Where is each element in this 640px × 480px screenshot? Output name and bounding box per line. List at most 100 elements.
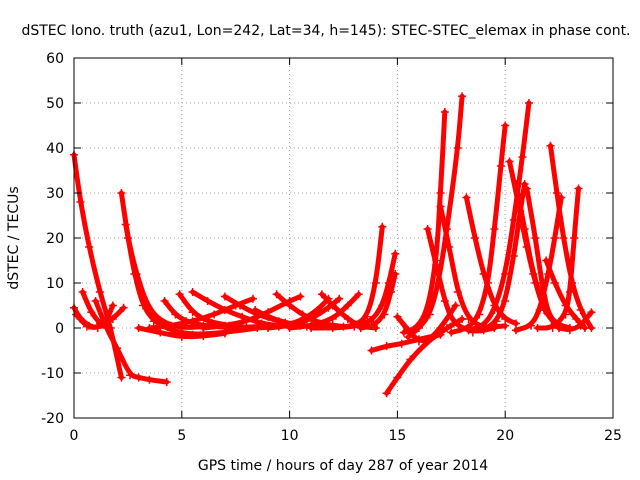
- data-point-marker: [145, 375, 154, 384]
- data-point-marker: [531, 234, 540, 242]
- data-point-marker: [72, 310, 81, 319]
- data-point-marker: [464, 326, 473, 335]
- data-point-marker: [492, 317, 501, 326]
- data-point-marker: [524, 99, 533, 107]
- data-point-marker: [436, 189, 445, 197]
- data-point-marker: [518, 153, 527, 161]
- data-point-marker: [572, 315, 581, 323]
- data-point-marker: [188, 308, 197, 317]
- data-point-marker: [188, 288, 197, 296]
- data-point-marker: [220, 329, 229, 338]
- series-arc: [384, 316, 465, 396]
- data-point-marker: [527, 321, 536, 330]
- data-point-marker: [285, 324, 294, 332]
- data-point-marker: [425, 310, 434, 319]
- data-point-marker: [423, 225, 432, 233]
- data-point-marker: [445, 243, 454, 251]
- data-point-marker: [555, 324, 564, 332]
- data-point-marker: [156, 328, 165, 337]
- series-arc-8: [134, 324, 229, 341]
- data-point-marker: [436, 324, 445, 332]
- data-point-marker: [242, 317, 251, 326]
- data-point-marker: [501, 121, 510, 130]
- data-point-marker: [236, 301, 245, 310]
- data-point-marker: [91, 297, 100, 305]
- series-arc: [448, 123, 508, 335]
- data-point-marker: [87, 308, 96, 317]
- data-point-marker: [511, 180, 520, 188]
- data-point-marker: [550, 279, 559, 287]
- y-tick-label: 10: [46, 276, 64, 292]
- data-point-marker: [546, 141, 555, 150]
- x-tick-label: 0: [70, 428, 79, 444]
- data-point-marker: [509, 216, 518, 224]
- data-point-marker: [576, 321, 585, 330]
- series-arc-19: [285, 290, 363, 332]
- series-arc-22: [328, 249, 400, 332]
- data-point-marker: [82, 322, 91, 331]
- data-point-marker: [520, 225, 529, 233]
- x-tick-labels: 0 5 10 15 20 25: [70, 428, 622, 444]
- series-arc-41: [533, 184, 583, 332]
- data-point-marker: [220, 321, 229, 330]
- data-point-marker: [272, 290, 281, 299]
- axis-ticks: [73, 57, 614, 419]
- data-point-marker: [328, 301, 337, 310]
- data-point-marker: [343, 301, 352, 310]
- data-point-marker: [108, 301, 117, 310]
- data-point-marker: [343, 315, 352, 323]
- data-point-marker: [317, 290, 326, 299]
- data-point-marker: [162, 378, 171, 386]
- data-point-marker: [369, 321, 378, 330]
- data-point-marker: [587, 308, 596, 317]
- series-arc: [481, 181, 528, 333]
- data-point-marker: [458, 92, 467, 101]
- series-arc-34: [479, 180, 529, 335]
- data-point-marker: [391, 249, 400, 258]
- data-point-marker: [520, 180, 529, 188]
- data-point-marker: [210, 310, 219, 319]
- data-point-marker: [576, 306, 585, 314]
- x-tick-label: 10: [281, 428, 299, 444]
- data-series: [70, 92, 596, 398]
- data-point-marker: [117, 189, 126, 197]
- data-point-marker: [138, 301, 147, 310]
- data-point-marker: [356, 324, 365, 332]
- data-point-marker: [102, 324, 111, 332]
- x-tick-label: 25: [604, 428, 622, 444]
- series-arc: [93, 298, 170, 385]
- data-point-marker: [574, 184, 583, 193]
- data-point-marker: [462, 193, 471, 202]
- data-point-marker: [371, 279, 380, 287]
- data-point-marker: [188, 317, 197, 326]
- data-point-marker: [511, 326, 520, 335]
- data-point-marker: [203, 297, 212, 305]
- data-point-marker: [328, 324, 337, 332]
- data-point-marker: [425, 335, 434, 344]
- data-point-marker: [501, 297, 510, 305]
- data-point-marker: [451, 301, 460, 310]
- y-tick-label: 20: [46, 231, 64, 247]
- series-arc-4: [72, 303, 128, 332]
- data-point-marker: [350, 322, 359, 331]
- chart-title: dSTEC Iono. truth (azu1, Lon=242, Lat=34…: [21, 23, 630, 39]
- series-arc: [543, 258, 588, 331]
- data-point-marker: [393, 312, 402, 321]
- data-point-marker: [78, 288, 87, 296]
- data-point-marker: [580, 324, 589, 332]
- x-tick-label: 15: [388, 428, 406, 444]
- data-point-marker: [404, 333, 413, 341]
- data-point-marker: [483, 279, 492, 287]
- series-arc-23: [356, 270, 400, 332]
- data-point-marker: [386, 288, 395, 296]
- data-point-marker: [378, 222, 387, 231]
- data-point-marker: [505, 157, 514, 166]
- x-tick-label: 5: [177, 428, 186, 444]
- data-point-marker: [175, 290, 184, 299]
- data-point-marker: [471, 234, 480, 242]
- data-point-marker: [533, 324, 542, 332]
- data-point-marker: [561, 310, 570, 319]
- data-point-marker: [565, 326, 574, 335]
- series-arc-37: [522, 184, 564, 332]
- data-point-marker: [406, 355, 415, 364]
